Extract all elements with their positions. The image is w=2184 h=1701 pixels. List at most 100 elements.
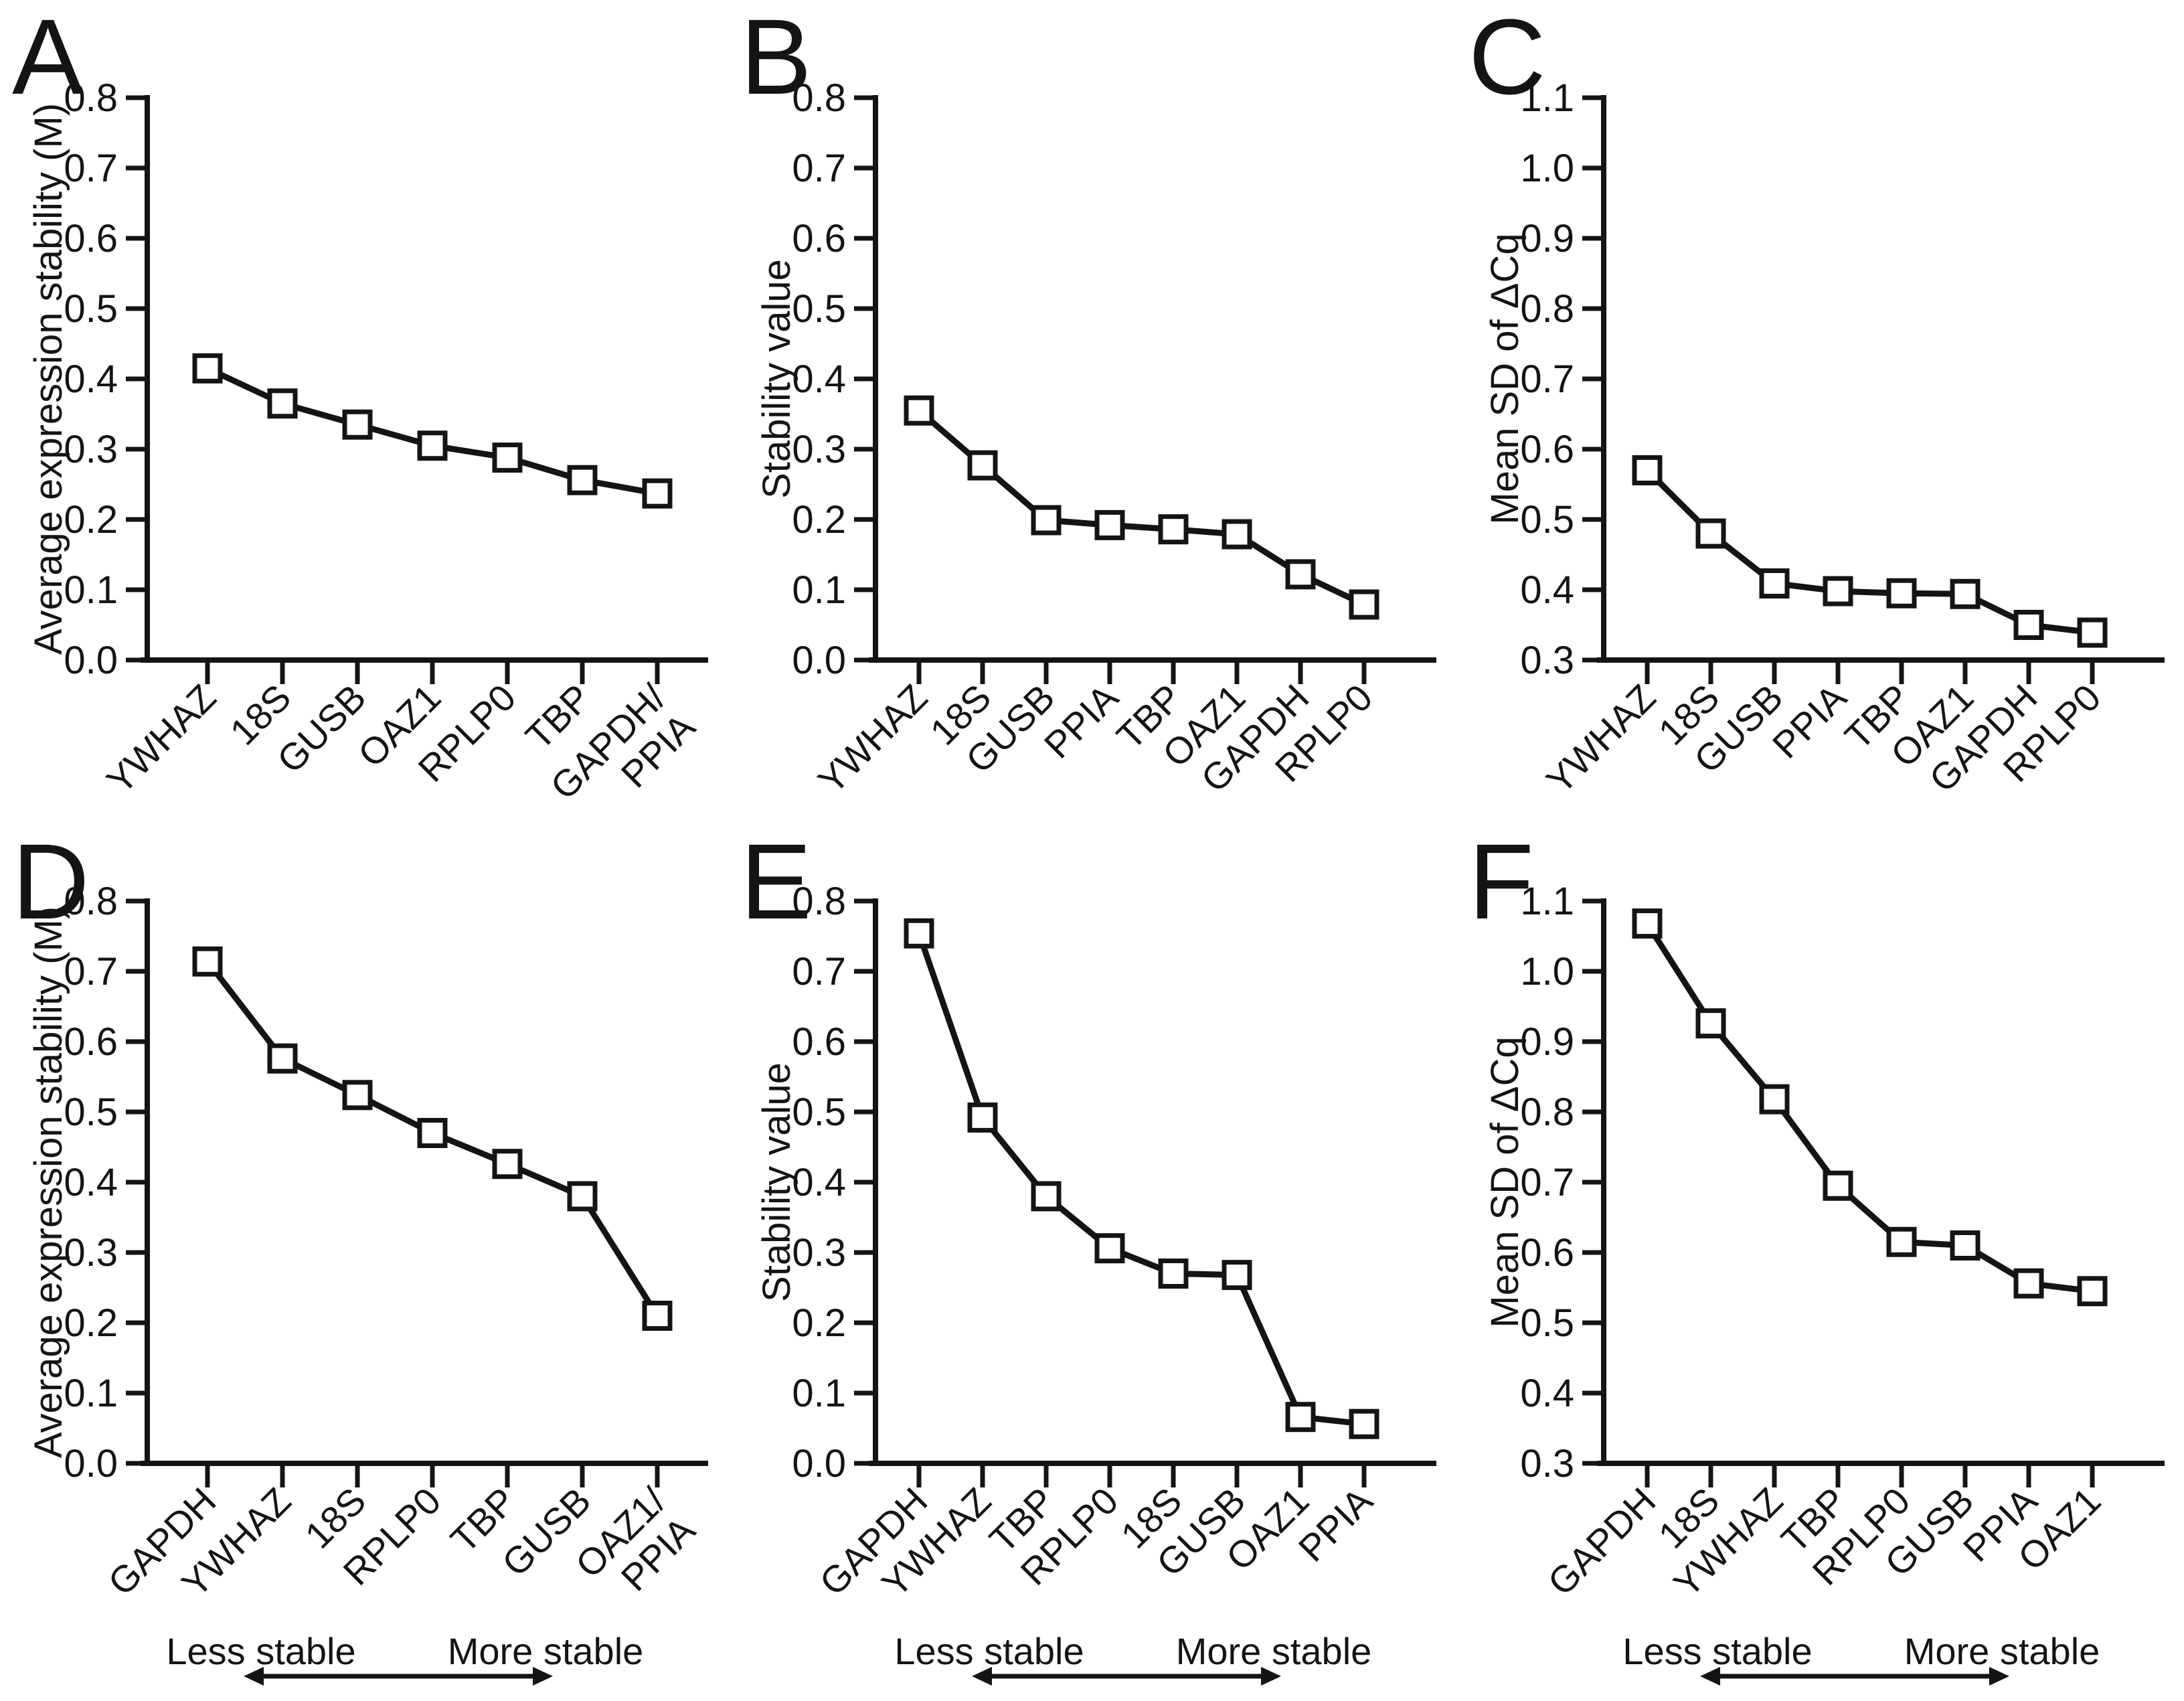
panel-B: 0.80.70.60.50.40.30.20.10.0YWHAZ18SGUSBP…: [740, 0, 1436, 801]
data-point-OAZ1-PPIA: [642, 1301, 673, 1331]
y-tick-label: 0.2: [64, 498, 118, 542]
y-tick-label: 1.1: [1520, 880, 1574, 923]
y-tick-label: 0.0: [64, 639, 118, 682]
y-tick-label: 0.6: [1520, 428, 1574, 471]
data-point-PPIA: [1349, 1408, 1379, 1439]
y-tick-label: 0.1: [64, 1372, 118, 1415]
y-tick-label: 0.0: [792, 1442, 846, 1485]
y-tick-label: 0.7: [792, 147, 846, 190]
data-point-TBP: [567, 465, 598, 495]
data-point-GUSB: [567, 1181, 598, 1212]
data-point-GAPDH: [1632, 908, 1663, 939]
y-tick-label: 0.9: [1520, 1020, 1574, 1064]
y-tick-label: 0.3: [1520, 639, 1574, 682]
data-point-YWHAZ: [1632, 455, 1663, 485]
data-point-YWHAZ: [967, 1102, 998, 1133]
data-point-GUSB: [342, 409, 373, 440]
panel-letter: B: [740, 0, 812, 116]
y-tick-label: 0.7: [1520, 1161, 1574, 1204]
stability-arrow-left-head: [1700, 1667, 1720, 1686]
y-tick-label: 0.4: [1520, 1372, 1574, 1415]
y-tick-label: 0.5: [1520, 1301, 1574, 1345]
data-point-GAPDH: [1285, 559, 1316, 590]
data-point-18S: [267, 388, 298, 419]
data-point-GAPDH: [2013, 610, 2044, 640]
data-point-RPLP0: [1094, 1233, 1125, 1264]
data-point-TBP: [1886, 578, 1917, 609]
stability-arrow-left-head: [244, 1667, 264, 1686]
y-tick-label: 0.5: [1520, 498, 1574, 542]
data-point-OAZ1: [1950, 578, 1981, 609]
y-tick-label: 1.1: [1520, 76, 1574, 120]
panel-F-data-line: [1645, 922, 2093, 1295]
y-tick-label: 0.5: [792, 1090, 846, 1134]
y-tick-label: 0.9: [1520, 217, 1574, 260]
data-point-TBP: [1158, 514, 1189, 545]
y-axis-title: Mean SD of ΔCq: [1483, 233, 1527, 524]
y-tick-label: 0.8: [792, 880, 846, 923]
y-tick-label: 0.0: [64, 1442, 118, 1485]
y-tick-label: 0.6: [792, 217, 846, 260]
x-category-label: YWHAZ: [98, 676, 224, 802]
data-point-RPLP0: [1349, 589, 1379, 620]
data-point-PPIA: [1823, 576, 1853, 606]
y-tick-label: 0.6: [792, 1020, 846, 1064]
x-category-label: PPIA: [1764, 675, 1855, 766]
y-tick-label: 0.4: [792, 1161, 846, 1204]
data-point-18S: [967, 450, 998, 481]
data-point-TBP: [492, 1149, 523, 1180]
y-tick-label: 0.2: [64, 1301, 118, 1345]
y-tick-label: 0.2: [792, 498, 846, 542]
y-axis-title: Stability value: [755, 259, 799, 499]
y-tick-label: 0.3: [792, 428, 846, 471]
data-point-OAZ1: [2077, 1276, 2108, 1307]
data-point-RPLP0: [492, 442, 523, 473]
y-tick-label: 0.6: [64, 217, 118, 260]
x-category-label: GAPDH: [1539, 1479, 1663, 1603]
y-tick-label: 0.7: [792, 950, 846, 993]
y-tick-label: 0.6: [1520, 1231, 1574, 1275]
y-tick-label: 0.7: [64, 147, 118, 190]
panel-letter: A: [12, 0, 84, 116]
y-tick-label: 0.7: [1520, 357, 1574, 401]
y-tick-label: 1.0: [1520, 950, 1574, 993]
y-tick-label: 0.8: [792, 76, 846, 120]
panel-letter: C: [1468, 0, 1546, 116]
y-tick-label: 0.5: [64, 287, 118, 331]
y-tick-label: 0.0: [792, 639, 846, 682]
x-category-label: PPIA: [1036, 675, 1126, 766]
y-tick-label: 0.1: [64, 568, 118, 612]
panel-C: 1.11.00.90.80.70.60.50.40.3YWHAZ18SGUSBP…: [1468, 0, 2165, 801]
data-point-18S: [1158, 1259, 1189, 1289]
y-tick-label: 0.3: [792, 1231, 846, 1275]
data-point-RPLP0: [417, 1118, 448, 1148]
data-point-18S: [1695, 1008, 1726, 1039]
panel-letter: F: [1468, 821, 1534, 941]
x-category-label: PPIA: [1290, 1479, 1381, 1569]
data-point-YWHAZ: [267, 1043, 298, 1074]
data-point-TBP: [1031, 1181, 1062, 1212]
y-axis-title: Stability value: [755, 1062, 799, 1302]
data-point-GUSB: [1222, 1260, 1252, 1291]
data-point-GAPDH: [192, 946, 223, 977]
more-stable-label: More stable: [448, 1630, 644, 1672]
y-tick-label: 0.8: [64, 76, 118, 120]
more-stable-label: More stable: [1176, 1630, 1372, 1672]
data-point-OAZ1: [417, 430, 448, 461]
stability-arrow-right-head: [1261, 1667, 1281, 1686]
y-tick-label: 0.4: [64, 357, 118, 401]
stability-arrow-right-head: [1989, 1667, 2009, 1686]
data-point-YWHAZ: [1759, 1084, 1790, 1115]
y-axis-title: Mean SD of ΔCq: [1483, 1036, 1527, 1327]
stability-arrow-right-head: [533, 1667, 553, 1686]
less-stable-label: Less stable: [1622, 1630, 1812, 1672]
data-point-YWHAZ: [192, 353, 223, 384]
y-tick-label: 0.1: [792, 568, 846, 612]
panel-A: 0.80.70.60.50.40.30.20.10.0YWHAZ18SGUSBO…: [12, 0, 708, 807]
data-point-PPIA: [1094, 509, 1125, 540]
panel-E-data-line: [916, 932, 1365, 1427]
y-tick-label: 0.4: [1520, 568, 1574, 612]
y-tick-label: 0.3: [64, 1231, 118, 1275]
data-point-18S: [342, 1080, 373, 1111]
